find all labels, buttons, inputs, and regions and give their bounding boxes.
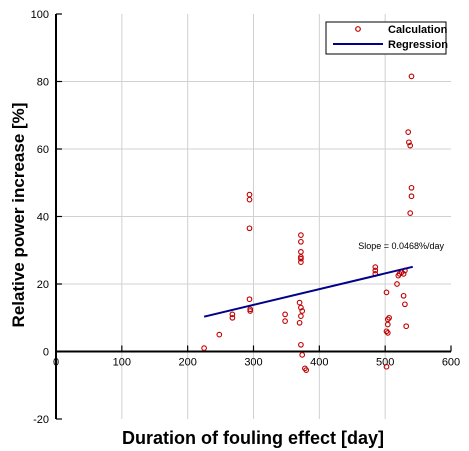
y-tick-label: 100 (31, 9, 49, 21)
data-point (400, 271, 407, 277)
data-point (296, 299, 303, 306)
data-point (298, 341, 304, 348)
data-point (298, 304, 304, 311)
data-point (403, 323, 410, 330)
slope-annotation: Slope = 0.0468%/day (358, 241, 444, 251)
data-point (400, 292, 407, 299)
axes (55, 13, 452, 420)
data-point (372, 264, 379, 270)
data-point (383, 363, 390, 370)
data-point (394, 281, 400, 287)
y-tick-label: 80 (37, 77, 49, 89)
legend-label-regression: Regression (388, 39, 448, 51)
data-point (246, 225, 253, 232)
data-point (408, 193, 415, 200)
x-tick-label: 200 (178, 357, 196, 369)
data-point (298, 249, 304, 255)
x-tick-label: 400 (310, 357, 328, 369)
legend-label-calculation: Calculation (388, 24, 448, 36)
data-point (246, 296, 253, 303)
y-tick-label: 20 (37, 279, 49, 291)
x-tick-label: 100 (113, 357, 131, 369)
data-point (216, 331, 223, 338)
data-point (299, 352, 306, 358)
plot-area (201, 73, 415, 373)
tick-labels: -20 0 20 40 60 80 100 0 100 200 300 400 500 600 (31, 9, 461, 426)
data-point (407, 210, 414, 216)
data-point (282, 318, 288, 324)
data-point (384, 330, 391, 336)
x-tick-label: 600 (442, 357, 460, 369)
data-point (408, 73, 415, 80)
data-point (247, 306, 254, 313)
data-point (405, 129, 412, 135)
data-point (299, 308, 306, 314)
data-point (303, 367, 310, 373)
legend-marker-calculation (355, 26, 361, 32)
data-point (408, 184, 415, 191)
data-point (298, 255, 304, 262)
data-point (298, 238, 304, 245)
data-point (386, 314, 392, 321)
data-point (384, 321, 391, 328)
x-axis-title: Duration of fouling effect [day] (122, 428, 384, 448)
legend-box (325, 21, 447, 55)
y-tick-label: 0 (43, 347, 49, 359)
x-tick-label: 300 (244, 357, 262, 369)
data-point (372, 267, 379, 274)
data-point (296, 319, 303, 326)
y-tick-label: -20 (33, 414, 49, 426)
data-point (407, 142, 414, 149)
data-point (383, 289, 390, 296)
data-point (229, 314, 236, 321)
data-point (298, 232, 304, 238)
regression-line (203, 265, 414, 318)
y-tick-label: 40 (37, 212, 49, 224)
data-point (298, 313, 304, 319)
data-point (201, 345, 207, 351)
data-point (406, 139, 412, 146)
data-point (282, 311, 288, 318)
legend: Calculation Regression (325, 21, 448, 55)
data-point (246, 191, 253, 198)
data-point (229, 311, 236, 318)
data-point (246, 196, 253, 203)
y-axis-title: Relative power increase [%] (9, 103, 28, 328)
data-point (402, 301, 408, 308)
x-tick-label: 0 (53, 357, 59, 369)
data-point (247, 308, 254, 314)
x-tick-label: 500 (376, 357, 394, 369)
y-tick-label: 60 (37, 144, 49, 156)
